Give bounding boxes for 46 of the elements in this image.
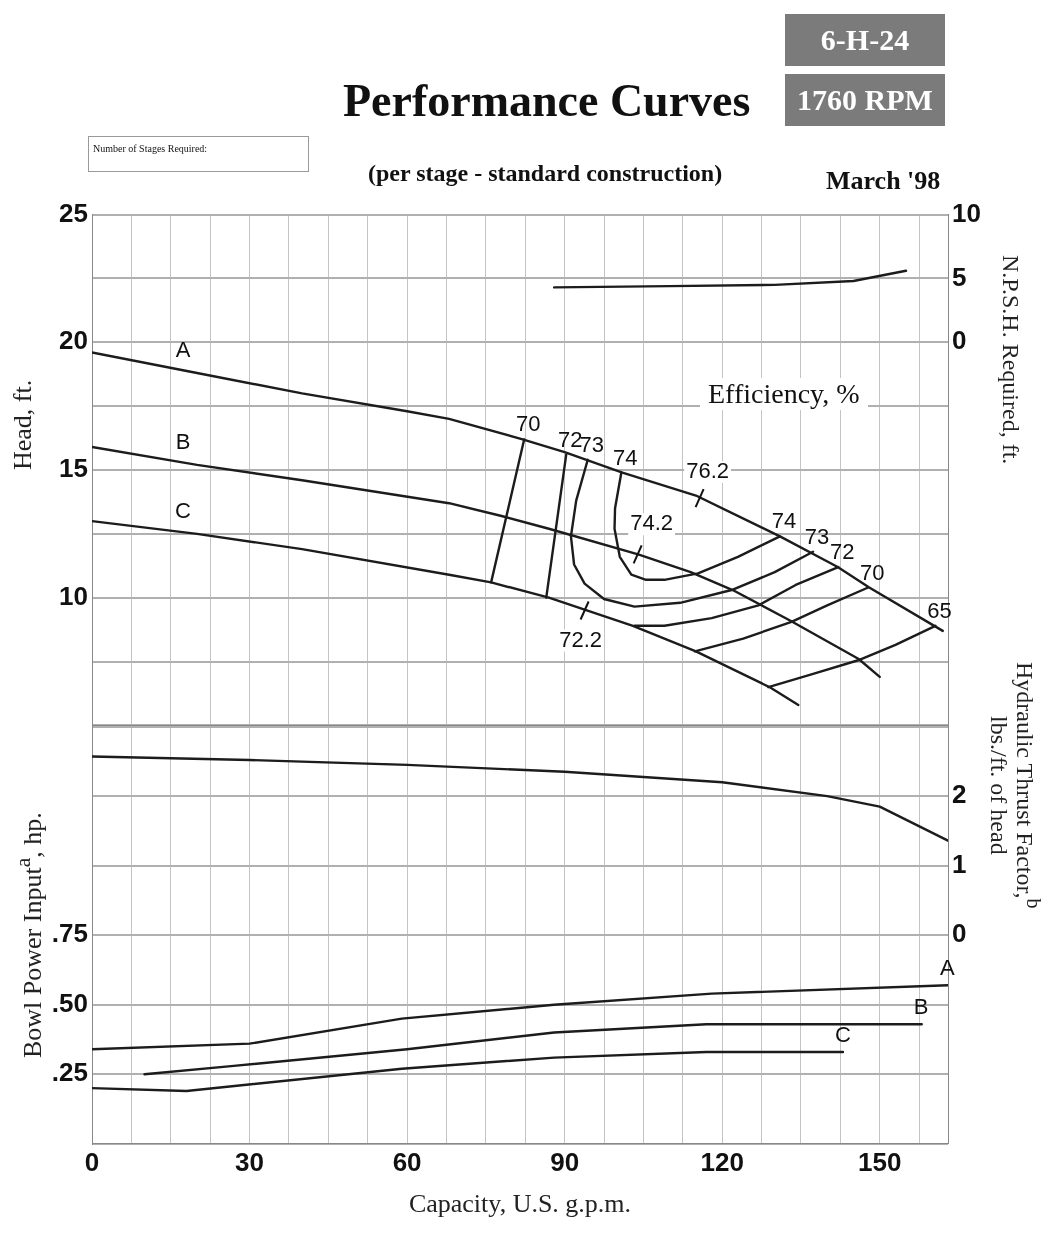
y-tick-label: 10 xyxy=(59,580,88,611)
y-tick-label: .50 xyxy=(51,987,88,1018)
x-tick-label: 30 xyxy=(235,1146,265,1177)
series-label: 72 xyxy=(557,426,583,452)
annotation: 76.2 xyxy=(686,458,730,484)
text: 74 xyxy=(613,444,638,470)
series-label: C xyxy=(175,497,192,523)
x-tick-label: 150 xyxy=(858,1146,902,1177)
series-label: 74 xyxy=(771,508,797,534)
text: 1760 RPM xyxy=(785,74,945,126)
series-label: C xyxy=(834,1022,851,1048)
x-tick-label: 60 xyxy=(392,1146,422,1177)
text: Number of Stages Required: xyxy=(88,136,309,172)
series-label: B xyxy=(175,428,191,454)
series-label: 65 xyxy=(927,597,952,623)
chart-subtitle: (per stage - standard construction) xyxy=(368,160,723,187)
y-axis-title: Head, ft. xyxy=(8,378,37,473)
x-tick-label: 120 xyxy=(700,1146,744,1177)
annotation: Efficiency, % xyxy=(700,378,868,410)
y2-tick-label: 1 xyxy=(952,848,967,879)
series-label: A xyxy=(175,337,191,363)
y2-tick-label: 5 xyxy=(952,261,967,292)
y2-tick-label: 10 xyxy=(952,197,981,228)
y-tick-label: .25 xyxy=(51,1057,88,1088)
series-label: A xyxy=(940,955,955,981)
x-tick-label: 0 xyxy=(84,1146,100,1177)
y-tick-label: .75 xyxy=(51,918,88,949)
text: March '98 xyxy=(826,166,941,196)
chart-title: Performance Curves xyxy=(343,74,751,127)
y2-tick-label: 2 xyxy=(952,779,967,810)
y-tick-label: 15 xyxy=(59,453,88,484)
y-tick-label: 25 xyxy=(59,197,88,228)
y-tick-label: 20 xyxy=(59,325,88,356)
annotation: 74.2 xyxy=(630,510,674,536)
y2-tick-label: 0 xyxy=(952,918,967,949)
x-axis-title: Capacity, U.S. g.p.m. xyxy=(407,1189,633,1219)
y2-tick-label: 0 xyxy=(952,325,967,356)
text: 6-H-24 xyxy=(785,14,945,66)
x-tick-label: 90 xyxy=(550,1146,580,1177)
series-label: 70 xyxy=(859,559,885,585)
series-label: 73 xyxy=(804,523,830,549)
annotation: 72.2 xyxy=(559,626,603,652)
y2-axis-title: N.P.S.H. Required, ft. xyxy=(998,254,1024,467)
series-label: 72 xyxy=(830,539,855,565)
series-label: B xyxy=(913,994,929,1020)
series-label: 70 xyxy=(515,411,541,437)
